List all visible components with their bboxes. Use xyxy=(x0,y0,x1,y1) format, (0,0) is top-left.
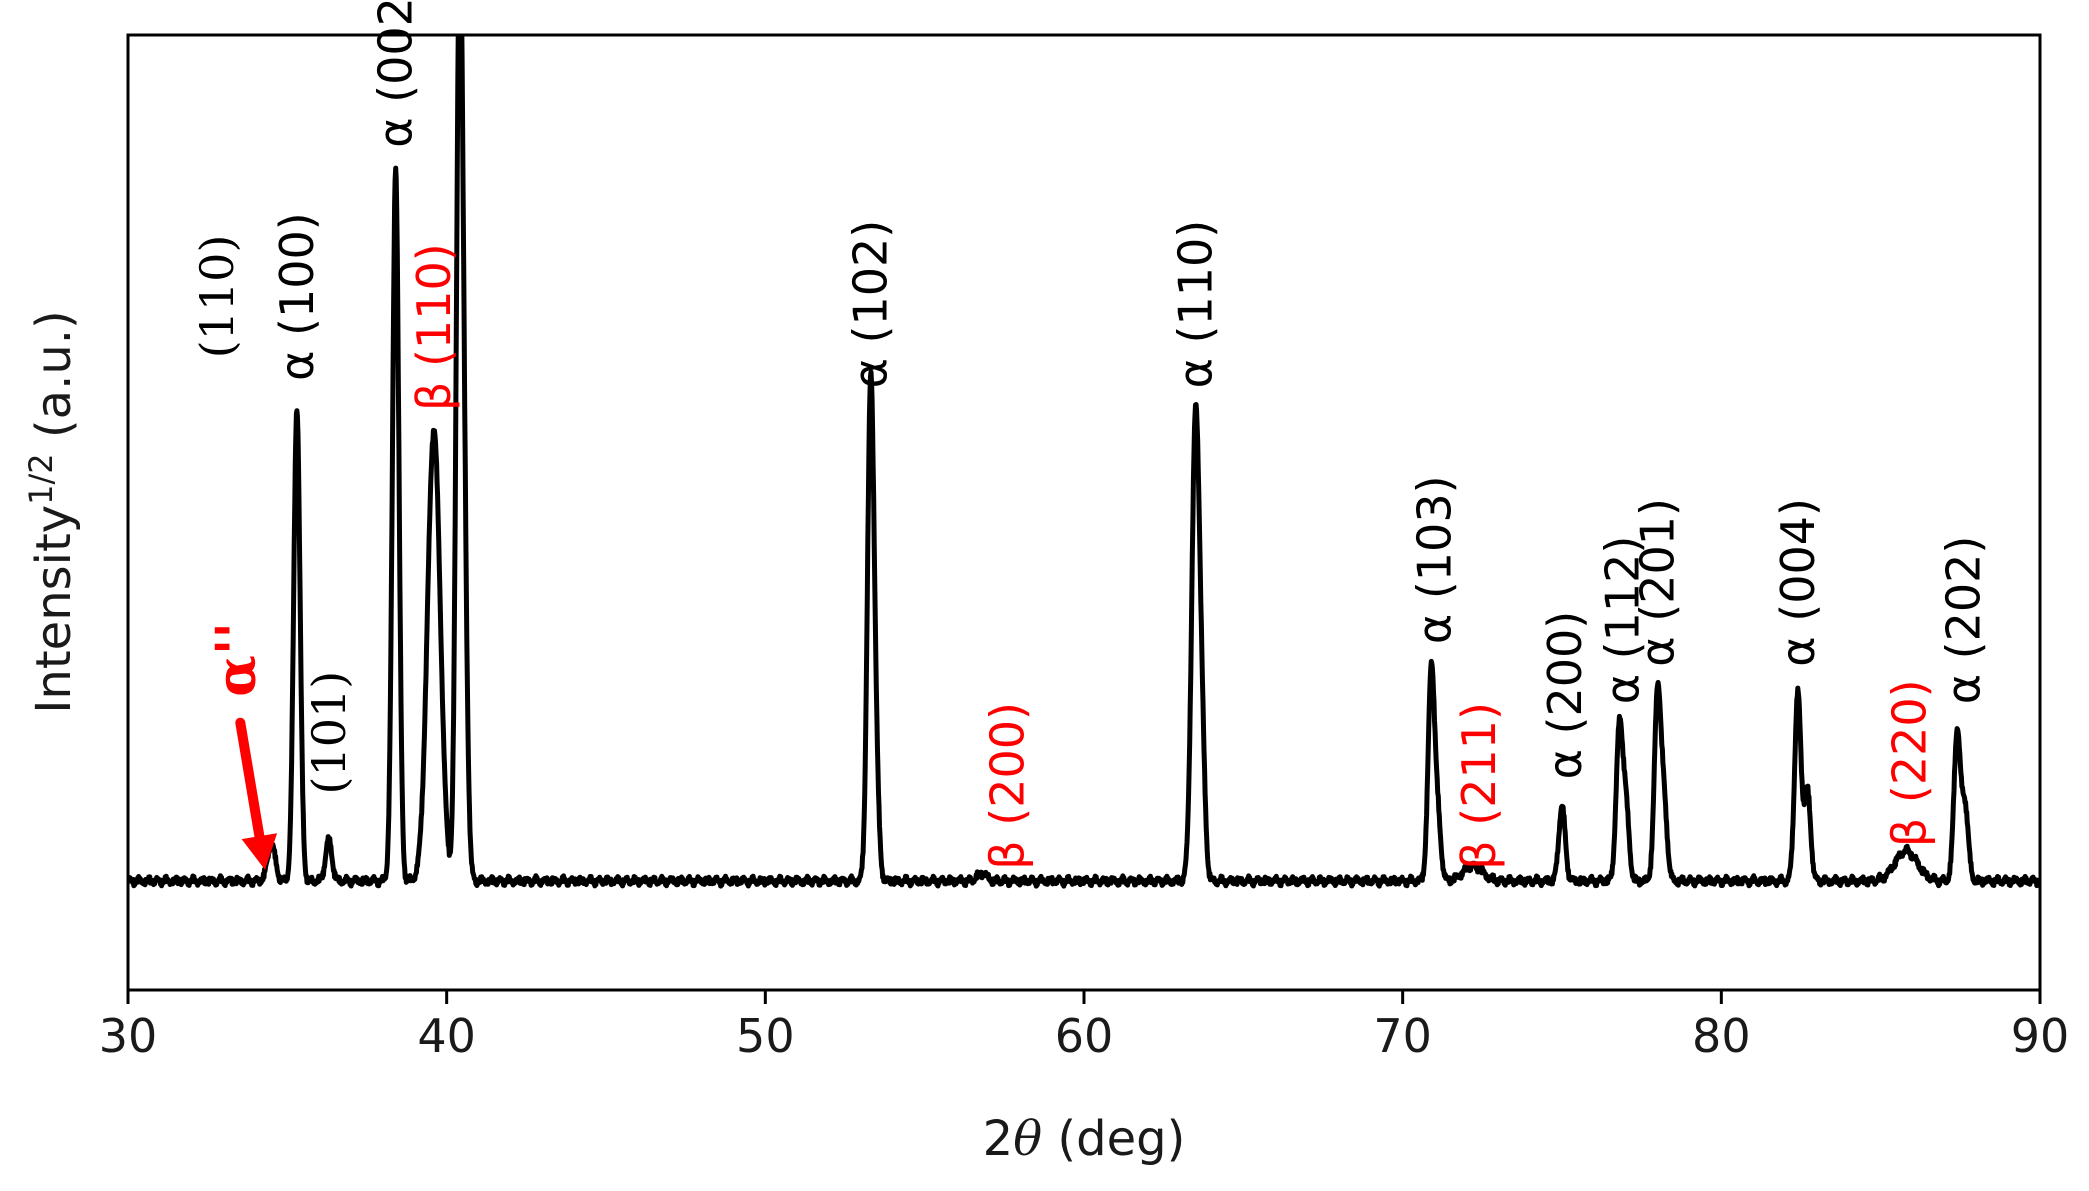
peak-label-10: β (211) xyxy=(1452,702,1506,870)
alpha-double-prime-annotation: α'' xyxy=(203,622,278,870)
peak-label-6: α (102) xyxy=(844,220,898,389)
x-axis-title: 2θ (deg) xyxy=(983,1111,1186,1167)
peak-label-16: α (202) xyxy=(1937,536,1991,705)
peak-label-7: β (200) xyxy=(981,702,1035,870)
plot-area xyxy=(126,33,2042,992)
peak-label-14: α (004) xyxy=(1771,498,1825,667)
peak-label-13: α (201) xyxy=(1631,498,1685,667)
x-axis: 30 40 50 60 70 80 90 xyxy=(99,990,2070,1063)
alpha-double-prime-arrow xyxy=(235,717,265,842)
peak-labels: α (100)(101)α (002)β (110)α (101)(110)α … xyxy=(190,0,1990,870)
x-tick-label-50: 50 xyxy=(736,1009,795,1063)
x-tick-label-40: 40 xyxy=(417,1009,476,1063)
x-tick-label-60: 60 xyxy=(1055,1009,1114,1063)
x-tick-label-30: 30 xyxy=(99,1009,158,1063)
peak-label-8: α (110) xyxy=(1169,220,1223,389)
peak-label-9: α (103) xyxy=(1408,475,1462,644)
peak-label-11: α (200) xyxy=(1538,611,1592,780)
x-tick-label-90: 90 xyxy=(2011,1009,2070,1063)
peak-label-0: α (100) xyxy=(270,212,324,381)
peak-label-12: α (112) xyxy=(1596,536,1650,705)
alpha-double-prime-arrowhead xyxy=(241,833,278,870)
peak-label-3: β (110) xyxy=(407,243,461,411)
y-axis-title: Intensity1/2 (a.u.) xyxy=(22,310,82,713)
peak-label-15: β (220) xyxy=(1882,679,1936,847)
peak-label-1: (101) xyxy=(302,671,356,795)
x-tick-label-70: 70 xyxy=(1373,1009,1432,1063)
x-tick-label-80: 80 xyxy=(1692,1009,1751,1063)
xrd-trace xyxy=(128,35,2040,889)
peak-label-2: α (002) xyxy=(369,0,423,148)
alpha-double-prime-label: α'' xyxy=(203,622,267,697)
peak-label-5: (110) xyxy=(190,235,244,359)
